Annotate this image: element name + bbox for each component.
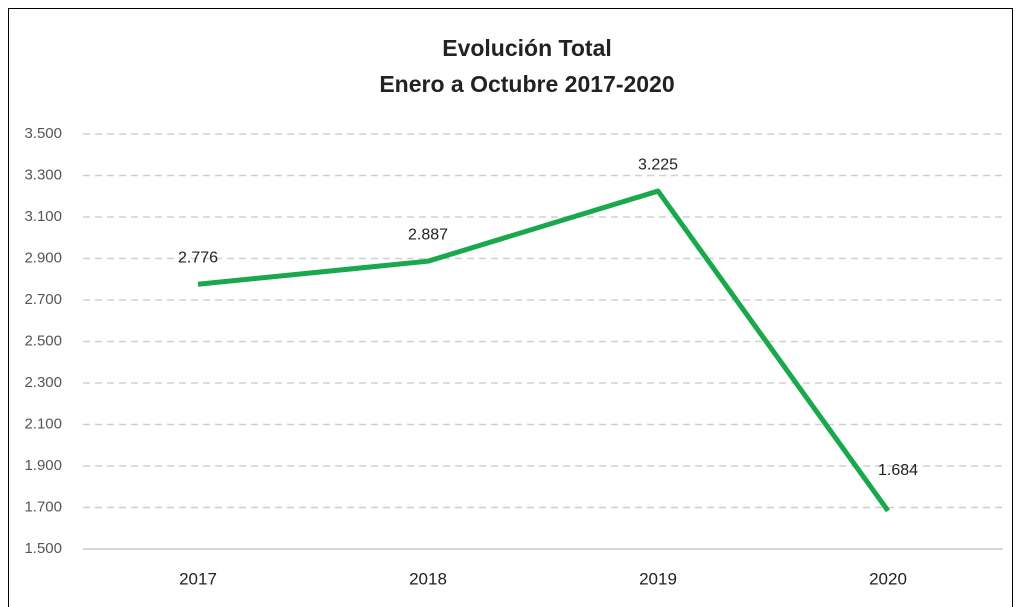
chart-subtitle: Enero a Octubre 2017-2020: [379, 71, 674, 97]
y-tick-label: 2.900: [24, 249, 62, 266]
y-tick-label: 3.100: [24, 208, 62, 225]
y-tick-label: 1.900: [24, 457, 62, 474]
x-tick-label: 2020: [869, 569, 907, 588]
chart-title: Evolución Total: [442, 35, 612, 61]
y-tick-label: 2.700: [24, 291, 62, 308]
y-tick-label: 3.300: [24, 166, 62, 183]
data-line: [197, 188, 891, 513]
y-tick-label: 2.500: [24, 332, 62, 349]
y-tick-label: 2.100: [24, 415, 62, 432]
chart-frame: [8, 8, 1013, 607]
x-tick-label: 2019: [639, 569, 677, 588]
data-label: 2.776: [178, 249, 218, 266]
x-tick-label: 2017: [179, 569, 217, 588]
y-tick-label: 3.500: [24, 125, 62, 142]
y-tick-label: 1.700: [24, 498, 62, 515]
data-label: 3.225: [638, 156, 678, 173]
y-tick-label: 2.300: [24, 374, 62, 391]
data-label: 1.684: [878, 462, 918, 479]
y-tick-label: 1.500: [24, 540, 62, 557]
data-label: 2.887: [408, 226, 448, 243]
x-tick-label: 2018: [409, 569, 447, 588]
